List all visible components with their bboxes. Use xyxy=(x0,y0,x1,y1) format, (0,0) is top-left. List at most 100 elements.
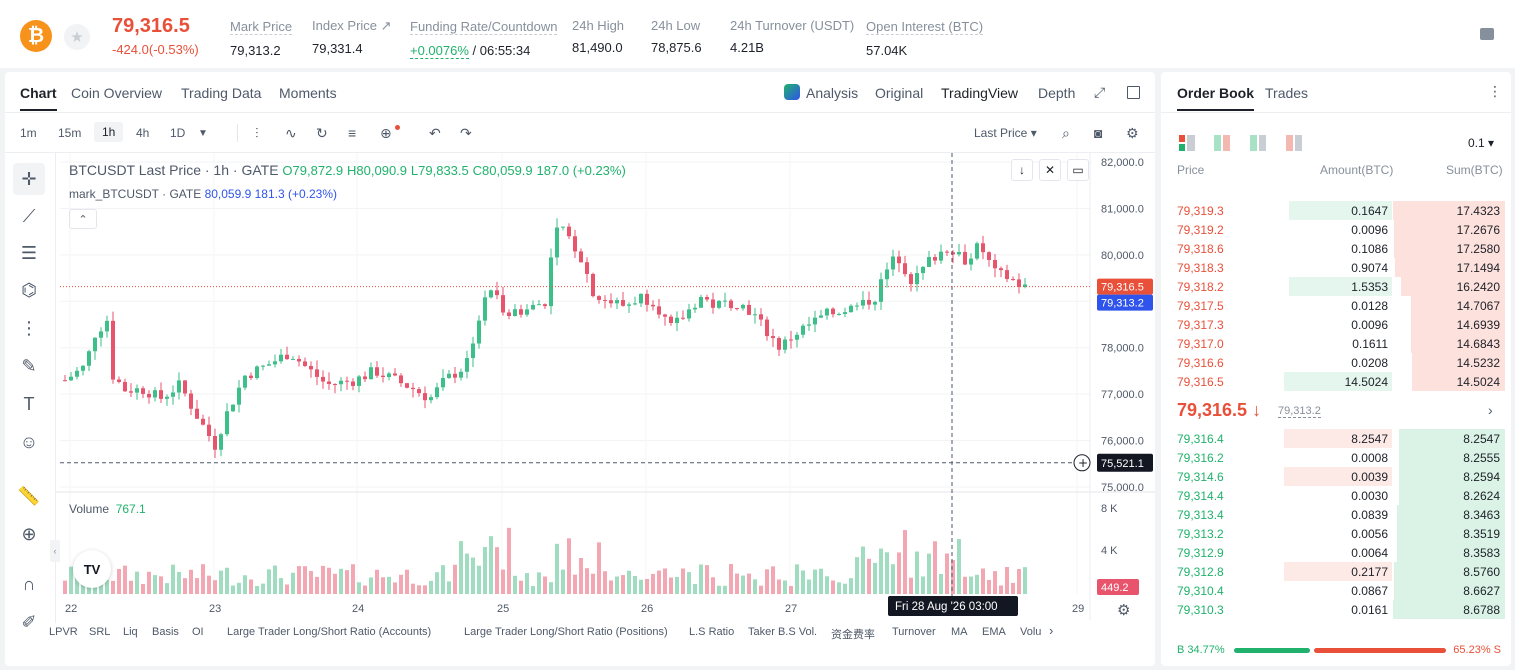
ask-row[interactable]: 79,317.3 0.0096 14.6939 xyxy=(1161,315,1511,334)
mark-price-label[interactable]: Mark Price xyxy=(230,19,293,35)
redo-icon[interactable]: ↷ xyxy=(460,125,472,141)
bid-row[interactable]: 79,310.3 0.0161 8.6788 xyxy=(1161,600,1511,619)
brush-tool-icon[interactable]: ✎ xyxy=(21,355,37,376)
tab-original[interactable]: Original xyxy=(875,85,924,101)
bid-row[interactable]: 79,313.4 0.0839 8.3463 xyxy=(1161,505,1511,524)
index-price-label[interactable]: Index Price ↗ xyxy=(312,18,392,33)
precision-select[interactable]: 0.1 ▾ xyxy=(1468,136,1495,150)
ask-row[interactable]: 79,319.3 0.1647 17.4323 xyxy=(1161,201,1511,220)
indicator-lt-accounts[interactable]: Large Trader Long/Short Ratio (Accounts) xyxy=(227,626,432,638)
bid-row[interactable]: 79,313.2 0.0056 8.3519 xyxy=(1161,524,1511,543)
tab-tradingview[interactable]: TradingView xyxy=(941,85,1019,101)
zoom-in-tool-icon[interactable]: ⊕ xyxy=(21,523,37,544)
timeframe-dropdown-icon[interactable]: ▼ xyxy=(198,128,208,139)
tab-moments[interactable]: Moments xyxy=(279,85,337,101)
notebook-icon[interactable] xyxy=(1480,28,1494,40)
favorite-star-icon[interactable]: ★ xyxy=(64,24,90,50)
more-menu-icon[interactable]: ⋮ xyxy=(1488,83,1502,99)
oi-label[interactable]: Open Interest (BTC) xyxy=(866,19,984,35)
bid-row[interactable]: 79,312.9 0.0064 8.3583 xyxy=(1161,543,1511,562)
ask-row[interactable]: 79,318.6 0.1086 17.2580 xyxy=(1161,239,1511,258)
camera-icon[interactable]: ◙ xyxy=(1094,125,1103,141)
indicator-lt-positions[interactable]: Large Trader Long/Short Ratio (Positions… xyxy=(464,626,668,638)
indicator-liq[interactable]: Liq xyxy=(123,626,138,638)
ask-row[interactable]: 79,316.5 14.5024 14.5024 xyxy=(1161,372,1511,391)
timeframe-1h[interactable]: 1h xyxy=(94,122,124,142)
indicator-lpvr[interactable]: LPVR xyxy=(49,626,78,638)
indicator-ema[interactable]: EMA xyxy=(982,626,1006,638)
ruler-tool-icon[interactable]: 📏 xyxy=(17,485,41,506)
analysis-icon[interactable] xyxy=(784,84,800,100)
indicator-taker-vol[interactable]: Taker B.S Vol. xyxy=(748,626,818,638)
gear-icon[interactable]: ⚙ xyxy=(1126,125,1139,141)
indicator-srl[interactable]: SRL xyxy=(89,626,111,638)
layout-bids-icon[interactable] xyxy=(1250,135,1266,151)
timeframe-15m[interactable]: 15m xyxy=(58,126,82,140)
bid-row[interactable]: 79,314.6 0.0039 8.2594 xyxy=(1161,467,1511,486)
indicator-oi[interactable]: OI xyxy=(192,626,204,638)
indicator-ls-ratio[interactable]: L.S Ratio xyxy=(689,626,735,638)
indicator-funding-rate[interactable]: 资金费率 xyxy=(831,629,875,641)
scroll-down-icon[interactable]: ↓ xyxy=(1011,159,1033,181)
pattern-tool-icon[interactable]: ⌬ xyxy=(21,279,37,300)
trend-line-tool-icon[interactable]: ⟋ xyxy=(22,205,36,226)
timeframe-4h[interactable]: 4h xyxy=(136,126,150,140)
close-pane-icon[interactable]: ✕ xyxy=(1039,159,1061,181)
indicators-icon[interactable]: ∿ xyxy=(285,125,297,141)
candle-body xyxy=(681,317,685,319)
layout-asks-icon[interactable] xyxy=(1286,135,1302,151)
indicator-turnover[interactable]: Turnover xyxy=(892,626,936,638)
candle-body xyxy=(399,375,403,384)
magnet-tool-icon[interactable]: ∩ xyxy=(22,573,36,594)
bid-row[interactable]: 79,314.4 0.0030 8.2624 xyxy=(1161,486,1511,505)
crosshair-tool-icon[interactable]: ✛ xyxy=(13,163,45,195)
price-source-select[interactable]: Last Price ▾ xyxy=(974,126,1037,140)
horizontal-lines-tool-icon[interactable]: ☰ xyxy=(20,242,38,263)
text-tool-icon[interactable]: T xyxy=(23,393,35,414)
layout-both-icon[interactable] xyxy=(1179,135,1195,151)
chevron-right-icon[interactable]: › xyxy=(1488,402,1493,418)
tab-chart[interactable]: Chart xyxy=(20,85,57,111)
templates-icon[interactable]: ≡ xyxy=(348,125,357,141)
timeframe-1m[interactable]: 1m xyxy=(20,126,37,140)
tab-coin-overview[interactable]: Coin Overview xyxy=(71,85,163,101)
compare-icon[interactable]: ↻ xyxy=(316,125,328,141)
funding-rate[interactable]: +0.0076% xyxy=(410,43,469,59)
expand-sidebar-icon[interactable]: ‹ xyxy=(50,540,60,562)
indicator-ma[interactable]: MA xyxy=(951,626,968,638)
indicator-basis[interactable]: Basis xyxy=(152,626,179,638)
indicator-scroll-right-icon[interactable]: › xyxy=(1049,623,1054,638)
maximize-pane-icon[interactable]: ▭ xyxy=(1067,159,1089,181)
tab-trading-data[interactable]: Trading Data xyxy=(181,85,262,101)
undo-icon[interactable]: ↶ xyxy=(429,125,441,141)
fib-tool-icon[interactable]: ⋮ xyxy=(20,317,38,338)
candle-type-icon[interactable]: ⫶ xyxy=(255,125,259,141)
funding-label[interactable]: Funding Rate/Countdown xyxy=(410,19,558,35)
ask-row[interactable]: 79,318.3 0.9074 17.1494 xyxy=(1161,258,1511,277)
bid-row[interactable]: 79,310.4 0.0867 8.6627 xyxy=(1161,581,1511,600)
add-indicator-icon[interactable]: ⊕ xyxy=(380,125,392,141)
layout-split-icon[interactable] xyxy=(1214,135,1230,151)
tab-trades[interactable]: Trades xyxy=(1265,85,1309,101)
tab-order-book[interactable]: Order Book xyxy=(1177,85,1255,111)
emoji-tool-icon[interactable]: ☺ xyxy=(19,431,39,452)
edit-tool-icon[interactable]: ✐ xyxy=(21,611,37,632)
indicator-volume[interactable]: Volu xyxy=(1020,626,1042,638)
ask-row[interactable]: 79,317.5 0.0128 14.7067 xyxy=(1161,296,1511,315)
tab-depth[interactable]: Depth xyxy=(1038,85,1076,101)
fullscreen-icon[interactable]: ⤢ xyxy=(1094,84,1106,100)
ask-row[interactable]: 79,319.2 0.0096 17.2676 xyxy=(1161,220,1511,239)
tab-analysis[interactable]: Analysis xyxy=(806,85,859,101)
price-chart[interactable]: 82,000.081,000.080,000.079,000.078,000.0… xyxy=(5,72,1155,666)
ask-row[interactable]: 79,317.0 0.1611 14.6843 xyxy=(1161,334,1511,353)
ask-row[interactable]: 79,318.2 1.5353 16.2420 xyxy=(1161,277,1511,296)
window-icon[interactable] xyxy=(1127,86,1140,99)
collapse-legend-button[interactable]: ⌃ xyxy=(69,209,97,229)
bid-row[interactable]: 79,316.4 8.2547 8.2547 xyxy=(1161,429,1511,448)
search-icon[interactable]: ⌕ xyxy=(1062,125,1070,141)
timeframe-1d[interactable]: 1D xyxy=(170,126,186,140)
bid-row[interactable]: 79,312.8 0.2177 8.5760 xyxy=(1161,562,1511,581)
bid-row[interactable]: 79,316.2 0.0008 8.2555 xyxy=(1161,448,1511,467)
ask-row[interactable]: 79,316.6 0.0208 14.5232 xyxy=(1161,353,1511,372)
index-price-value: 79,331.4 xyxy=(312,41,363,56)
